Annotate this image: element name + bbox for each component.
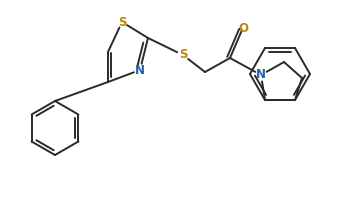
Text: O: O bbox=[238, 23, 248, 35]
Text: S: S bbox=[179, 49, 187, 62]
Text: N: N bbox=[256, 69, 266, 82]
Text: N: N bbox=[135, 64, 145, 76]
Text: S: S bbox=[118, 15, 126, 29]
